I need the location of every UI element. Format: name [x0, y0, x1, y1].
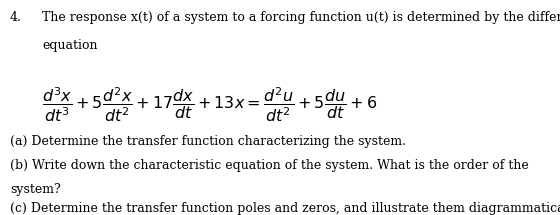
Text: system?: system?: [10, 183, 61, 196]
Text: The response x(t) of a system to a forcing function u(t) is determined by the di: The response x(t) of a system to a forci…: [42, 11, 560, 24]
Text: $\dfrac{d^3x}{dt^3} + 5\dfrac{d^2x}{dt^2} + 17\dfrac{dx}{dt} + 13x = \dfrac{d^2u: $\dfrac{d^3x}{dt^3} + 5\dfrac{d^2x}{dt^2…: [42, 86, 377, 124]
Text: (c) Determine the transfer function poles and zeros, and illustrate them diagram: (c) Determine the transfer function pole…: [10, 202, 560, 215]
Text: 4.: 4.: [10, 11, 22, 24]
Text: equation: equation: [42, 39, 97, 52]
Text: (b) Write down the characteristic equation of the system. What is the order of t: (b) Write down the characteristic equati…: [10, 159, 529, 172]
Text: (a) Determine the transfer function characterizing the system.: (a) Determine the transfer function char…: [10, 135, 406, 148]
